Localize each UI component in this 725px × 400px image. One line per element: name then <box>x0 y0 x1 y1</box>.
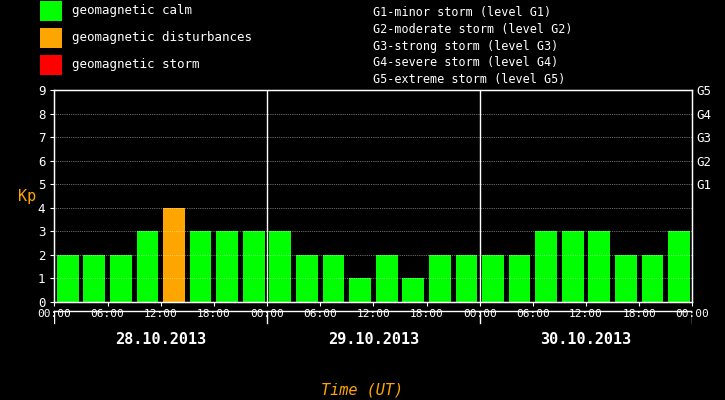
Bar <box>136 231 158 302</box>
Bar <box>83 255 105 302</box>
Bar <box>402 278 424 302</box>
Bar <box>190 231 212 302</box>
Text: geomagnetic calm: geomagnetic calm <box>72 4 193 17</box>
Bar <box>429 255 451 302</box>
Bar <box>562 231 584 302</box>
Text: geomagnetic storm: geomagnetic storm <box>72 58 200 71</box>
Bar <box>243 231 265 302</box>
Bar <box>509 255 531 302</box>
Bar <box>40 55 62 75</box>
Bar <box>482 255 504 302</box>
Bar <box>40 28 62 48</box>
Bar <box>270 231 291 302</box>
Text: G2-moderate storm (level G2): G2-moderate storm (level G2) <box>373 23 573 36</box>
Bar <box>40 1 62 21</box>
Text: geomagnetic disturbances: geomagnetic disturbances <box>72 31 252 44</box>
Text: 29.10.2013: 29.10.2013 <box>328 332 419 348</box>
Bar <box>589 231 610 302</box>
Text: 28.10.2013: 28.10.2013 <box>115 332 207 348</box>
Bar <box>163 208 185 302</box>
Text: G3-strong storm (level G3): G3-strong storm (level G3) <box>373 40 559 53</box>
Bar <box>296 255 318 302</box>
Bar <box>349 278 371 302</box>
Bar <box>216 231 238 302</box>
Bar <box>668 231 690 302</box>
Text: G4-severe storm (level G4): G4-severe storm (level G4) <box>373 56 559 69</box>
Bar <box>323 255 344 302</box>
Text: G5-extreme storm (level G5): G5-extreme storm (level G5) <box>373 73 566 86</box>
Text: 30.10.2013: 30.10.2013 <box>540 332 631 348</box>
Y-axis label: Kp: Kp <box>17 188 36 204</box>
Bar <box>535 231 557 302</box>
Bar <box>110 255 132 302</box>
Bar <box>376 255 397 302</box>
Bar <box>615 255 637 302</box>
Text: Time (UT): Time (UT) <box>321 382 404 398</box>
Bar <box>455 255 477 302</box>
Text: G1-minor storm (level G1): G1-minor storm (level G1) <box>373 6 552 19</box>
Bar <box>57 255 78 302</box>
Bar <box>642 255 663 302</box>
